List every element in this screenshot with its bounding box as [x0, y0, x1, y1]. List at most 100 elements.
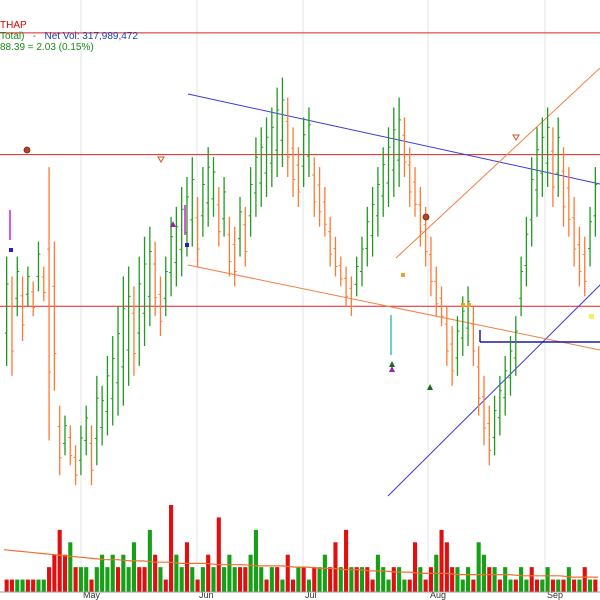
- ohlc-bar: [105, 355, 110, 436]
- volume-bar: [20, 579, 25, 592]
- volume-bar: [444, 542, 449, 592]
- buy-triangle-marker: [389, 366, 395, 372]
- ohlc-bar: [535, 127, 540, 217]
- ohlc-bar: [264, 117, 269, 197]
- ohlc-bar: [296, 147, 301, 207]
- chart-legend: THAP Total) - Net Vol: 317,989,472 88.39…: [0, 20, 138, 53]
- volume-bar: [169, 505, 174, 592]
- volume-bar: [52, 554, 57, 592]
- ohlc-bar: [20, 276, 25, 342]
- volume-bar: [513, 579, 518, 592]
- ohlc-bar: [312, 157, 317, 217]
- signal-dot-marker: [422, 213, 430, 221]
- volume-bar: [115, 567, 121, 592]
- ohlc-bar: [147, 226, 152, 327]
- buy-triangle-marker: [389, 361, 395, 367]
- ohlc-bar: [78, 425, 83, 476]
- volume-bar: [455, 567, 460, 592]
- ohlc-bar: [94, 375, 99, 466]
- volume-moving-average: [3, 549, 598, 578]
- square-marker: [401, 273, 405, 277]
- volume-bar: [317, 567, 322, 592]
- volume-bar: [322, 554, 327, 592]
- ohlc-bar: [439, 286, 444, 327]
- grid-lines: [80, 0, 546, 592]
- volume-bar: [545, 567, 550, 592]
- x-tick-label: Jul: [305, 590, 317, 600]
- volume-bar: [534, 579, 540, 592]
- ohlc-bar: [481, 375, 486, 446]
- channel-lower-line: [187, 264, 600, 351]
- signal-dot-marker: [23, 146, 31, 154]
- ohlc-bar: [243, 206, 248, 267]
- volume-bar: [306, 579, 312, 592]
- volume-bar: [184, 542, 190, 592]
- volume-bar: [577, 579, 582, 592]
- ohlc-bar: [519, 256, 524, 317]
- volume-bar: [31, 579, 36, 592]
- ohlc-bar: [301, 117, 306, 187]
- ohlc-bar: [227, 216, 232, 277]
- ohlc-bar: [15, 256, 20, 317]
- sell-triangle-marker: [157, 156, 165, 163]
- ohlc-bar: [137, 256, 142, 366]
- ohlc-bar: [540, 117, 545, 197]
- volume-bar: [253, 529, 258, 592]
- volume-bar: [439, 529, 444, 592]
- volume-bar: [285, 554, 290, 592]
- volume-bar: [41, 579, 46, 592]
- ohlc-bar: [497, 375, 502, 436]
- volume-bar: [540, 579, 545, 592]
- ohlc-bar: [338, 256, 343, 287]
- volume-bar: [259, 567, 264, 592]
- ohlc-bar: [232, 226, 237, 287]
- volume-bar: [94, 567, 99, 592]
- volume-bar: [237, 567, 243, 592]
- ohlc-bar: [407, 147, 412, 207]
- ohlc-bar: [169, 216, 174, 297]
- volume-bar: [418, 567, 423, 592]
- ohlc-bar: [275, 87, 280, 178]
- legend-price-change: 88.39 = 2.03 (0.15%): [0, 42, 94, 53]
- ohlc-bar: [36, 241, 41, 292]
- volume-bar: [142, 567, 147, 592]
- ohlc-bar: [588, 206, 593, 267]
- buy-triangle-marker: [170, 221, 176, 227]
- volume-bar: [561, 579, 566, 592]
- volume-bar: [25, 579, 30, 592]
- volume-bar: [174, 554, 179, 592]
- volume-bar: [471, 579, 476, 592]
- uptrend-line: [387, 284, 600, 497]
- volume-bar: [407, 579, 412, 592]
- ohlc-bar: [344, 266, 349, 307]
- square-marker: [9, 248, 13, 252]
- volume-bar: [290, 579, 296, 592]
- volume-bar: [232, 567, 237, 592]
- ohlc-bar: [556, 117, 561, 197]
- ohlc-bar: [121, 276, 126, 406]
- ohlc-bar: [9, 276, 14, 376]
- ohlc-bar: [110, 336, 115, 426]
- ohlc-bar: [89, 425, 94, 486]
- ohlc-bar: [471, 306, 476, 366]
- ohlc-bar: [200, 167, 205, 237]
- ohlc-bar: [593, 167, 598, 237]
- volume-bar: [566, 567, 571, 592]
- ohlc-bar: [100, 385, 105, 446]
- volume-bar: [524, 579, 529, 592]
- volume-bar: [227, 554, 232, 592]
- volume-bar: [487, 567, 492, 592]
- volume-bar: [222, 567, 227, 592]
- ohlc-bar: [116, 306, 121, 416]
- volume-bar: [179, 567, 184, 592]
- volume-bar: [508, 579, 513, 592]
- volume-bar: [386, 579, 391, 592]
- volume-bar: [428, 567, 433, 592]
- ohlc-bar: [391, 107, 396, 197]
- legend-net-vol-label: Net Vol:: [44, 31, 80, 42]
- volume-bar: [269, 567, 274, 592]
- ohlc-bar: [582, 236, 587, 297]
- ohlc-bar: [280, 77, 285, 168]
- ohlc-bar: [359, 236, 364, 287]
- volume-bar: [593, 579, 598, 592]
